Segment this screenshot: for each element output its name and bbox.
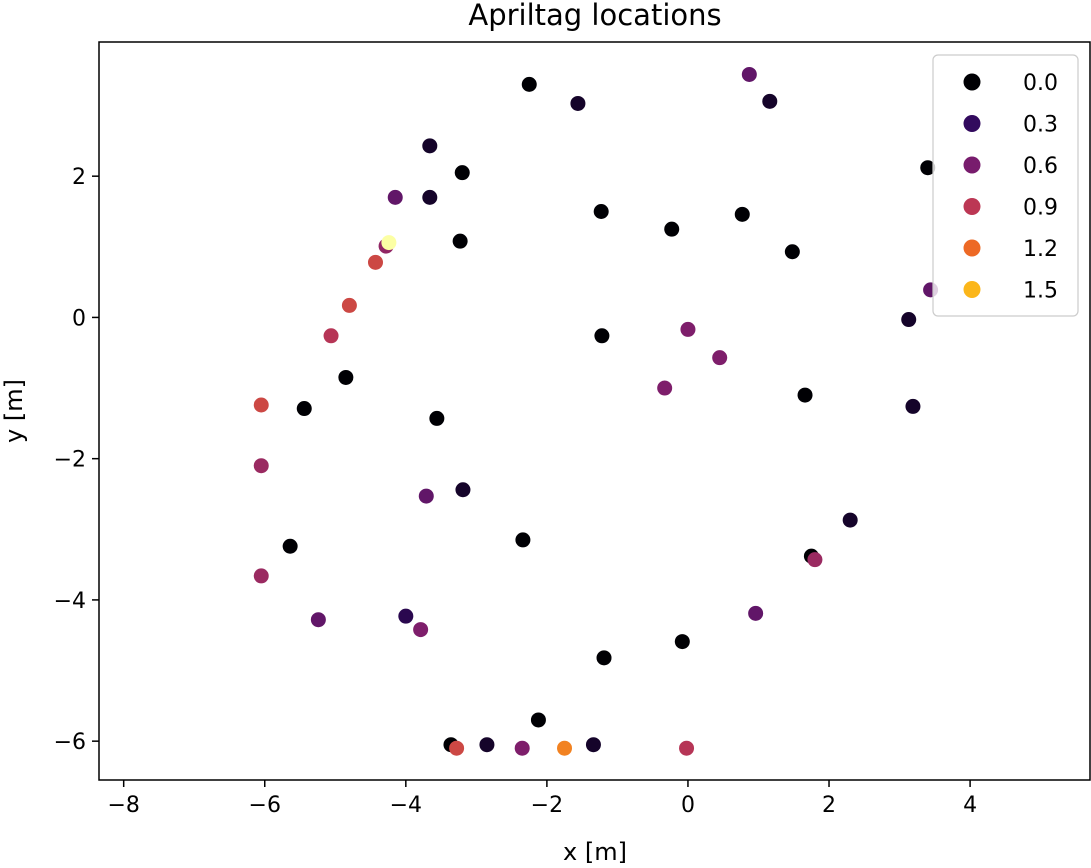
data-point — [797, 387, 813, 403]
data-point — [341, 297, 357, 313]
legend-marker — [963, 156, 981, 174]
data-point — [679, 740, 695, 756]
legend-marker — [963, 73, 981, 91]
data-point — [594, 328, 610, 344]
data-point — [748, 605, 764, 621]
points-layer — [253, 66, 939, 756]
x-tick-label: −4 — [390, 793, 422, 818]
data-point — [674, 634, 690, 650]
data-point — [784, 244, 800, 260]
data-point — [253, 458, 269, 474]
legend-marker — [963, 198, 981, 215]
data-point — [449, 740, 465, 756]
data-point — [657, 380, 673, 396]
data-point — [398, 608, 414, 624]
data-point — [338, 369, 354, 385]
data-point — [454, 165, 470, 181]
x-axis-label: x [m] — [563, 838, 627, 866]
legend: 0.0 0.3 0.6 0.9 1.2 1.5 — [932, 54, 1079, 317]
data-point — [422, 138, 438, 154]
plot-area-frame — [98, 41, 1091, 781]
data-point — [593, 203, 609, 219]
data-point — [901, 312, 917, 328]
data-point — [310, 612, 326, 628]
data-point — [515, 532, 531, 548]
x-tick-label: 0 — [681, 793, 695, 818]
data-point — [920, 160, 936, 176]
data-point — [530, 712, 546, 728]
data-point — [664, 221, 680, 237]
data-point — [367, 254, 383, 270]
data-point — [712, 350, 728, 366]
y-tick-label: 2 — [72, 165, 86, 190]
data-point — [455, 482, 471, 498]
x-tick-label: 4 — [963, 793, 977, 818]
chart-title: Apriltag locations — [468, 0, 721, 32]
legend-marker — [963, 115, 981, 132]
data-point — [570, 95, 586, 111]
data-point — [253, 568, 269, 584]
legend-label: 0.9 — [1023, 196, 1058, 221]
data-point — [413, 622, 429, 638]
data-point — [741, 66, 757, 82]
x-axis: −8 −6 −4 −2 0 2 4 — [107, 780, 977, 818]
data-point — [680, 321, 696, 337]
y-tick-label: −4 — [54, 589, 86, 614]
y-tick-label: −2 — [54, 448, 86, 473]
legend-label: 0.3 — [1023, 113, 1058, 138]
legend-marker — [963, 239, 981, 257]
y-tick-label: 0 — [72, 306, 86, 331]
legend-label: 0.6 — [1023, 154, 1058, 179]
y-axis: −6 −4 −2 0 2 — [54, 165, 99, 755]
data-point — [387, 189, 403, 205]
data-point — [807, 552, 823, 568]
legend-marker — [963, 281, 981, 298]
data-point — [521, 76, 537, 92]
data-point — [422, 189, 438, 205]
data-point — [296, 401, 312, 417]
data-point — [762, 93, 778, 109]
data-point — [452, 233, 468, 249]
data-point — [596, 650, 612, 666]
data-point — [418, 488, 434, 504]
data-point — [514, 740, 530, 756]
legend-label: 0.0 — [1023, 71, 1058, 96]
legend-label: 1.2 — [1023, 237, 1058, 262]
data-point — [323, 328, 339, 344]
data-point — [429, 410, 445, 426]
legend-items: 0.0 0.3 0.6 0.9 1.2 1.5 — [963, 71, 1058, 304]
data-point — [381, 235, 397, 251]
data-point — [282, 538, 298, 554]
data-point — [253, 397, 269, 413]
x-tick-label: −8 — [107, 793, 139, 818]
x-tick-label: −2 — [531, 793, 563, 818]
data-point — [585, 737, 601, 753]
data-point — [557, 740, 573, 756]
x-tick-label: −6 — [249, 793, 281, 818]
data-point — [842, 512, 858, 528]
legend-label: 1.5 — [1023, 279, 1058, 304]
y-axis-label: y [m] — [0, 379, 28, 443]
data-point — [905, 398, 921, 414]
data-point — [734, 206, 750, 222]
y-tick-label: −6 — [54, 730, 86, 755]
data-point — [479, 737, 495, 753]
x-tick-label: 2 — [822, 793, 836, 818]
